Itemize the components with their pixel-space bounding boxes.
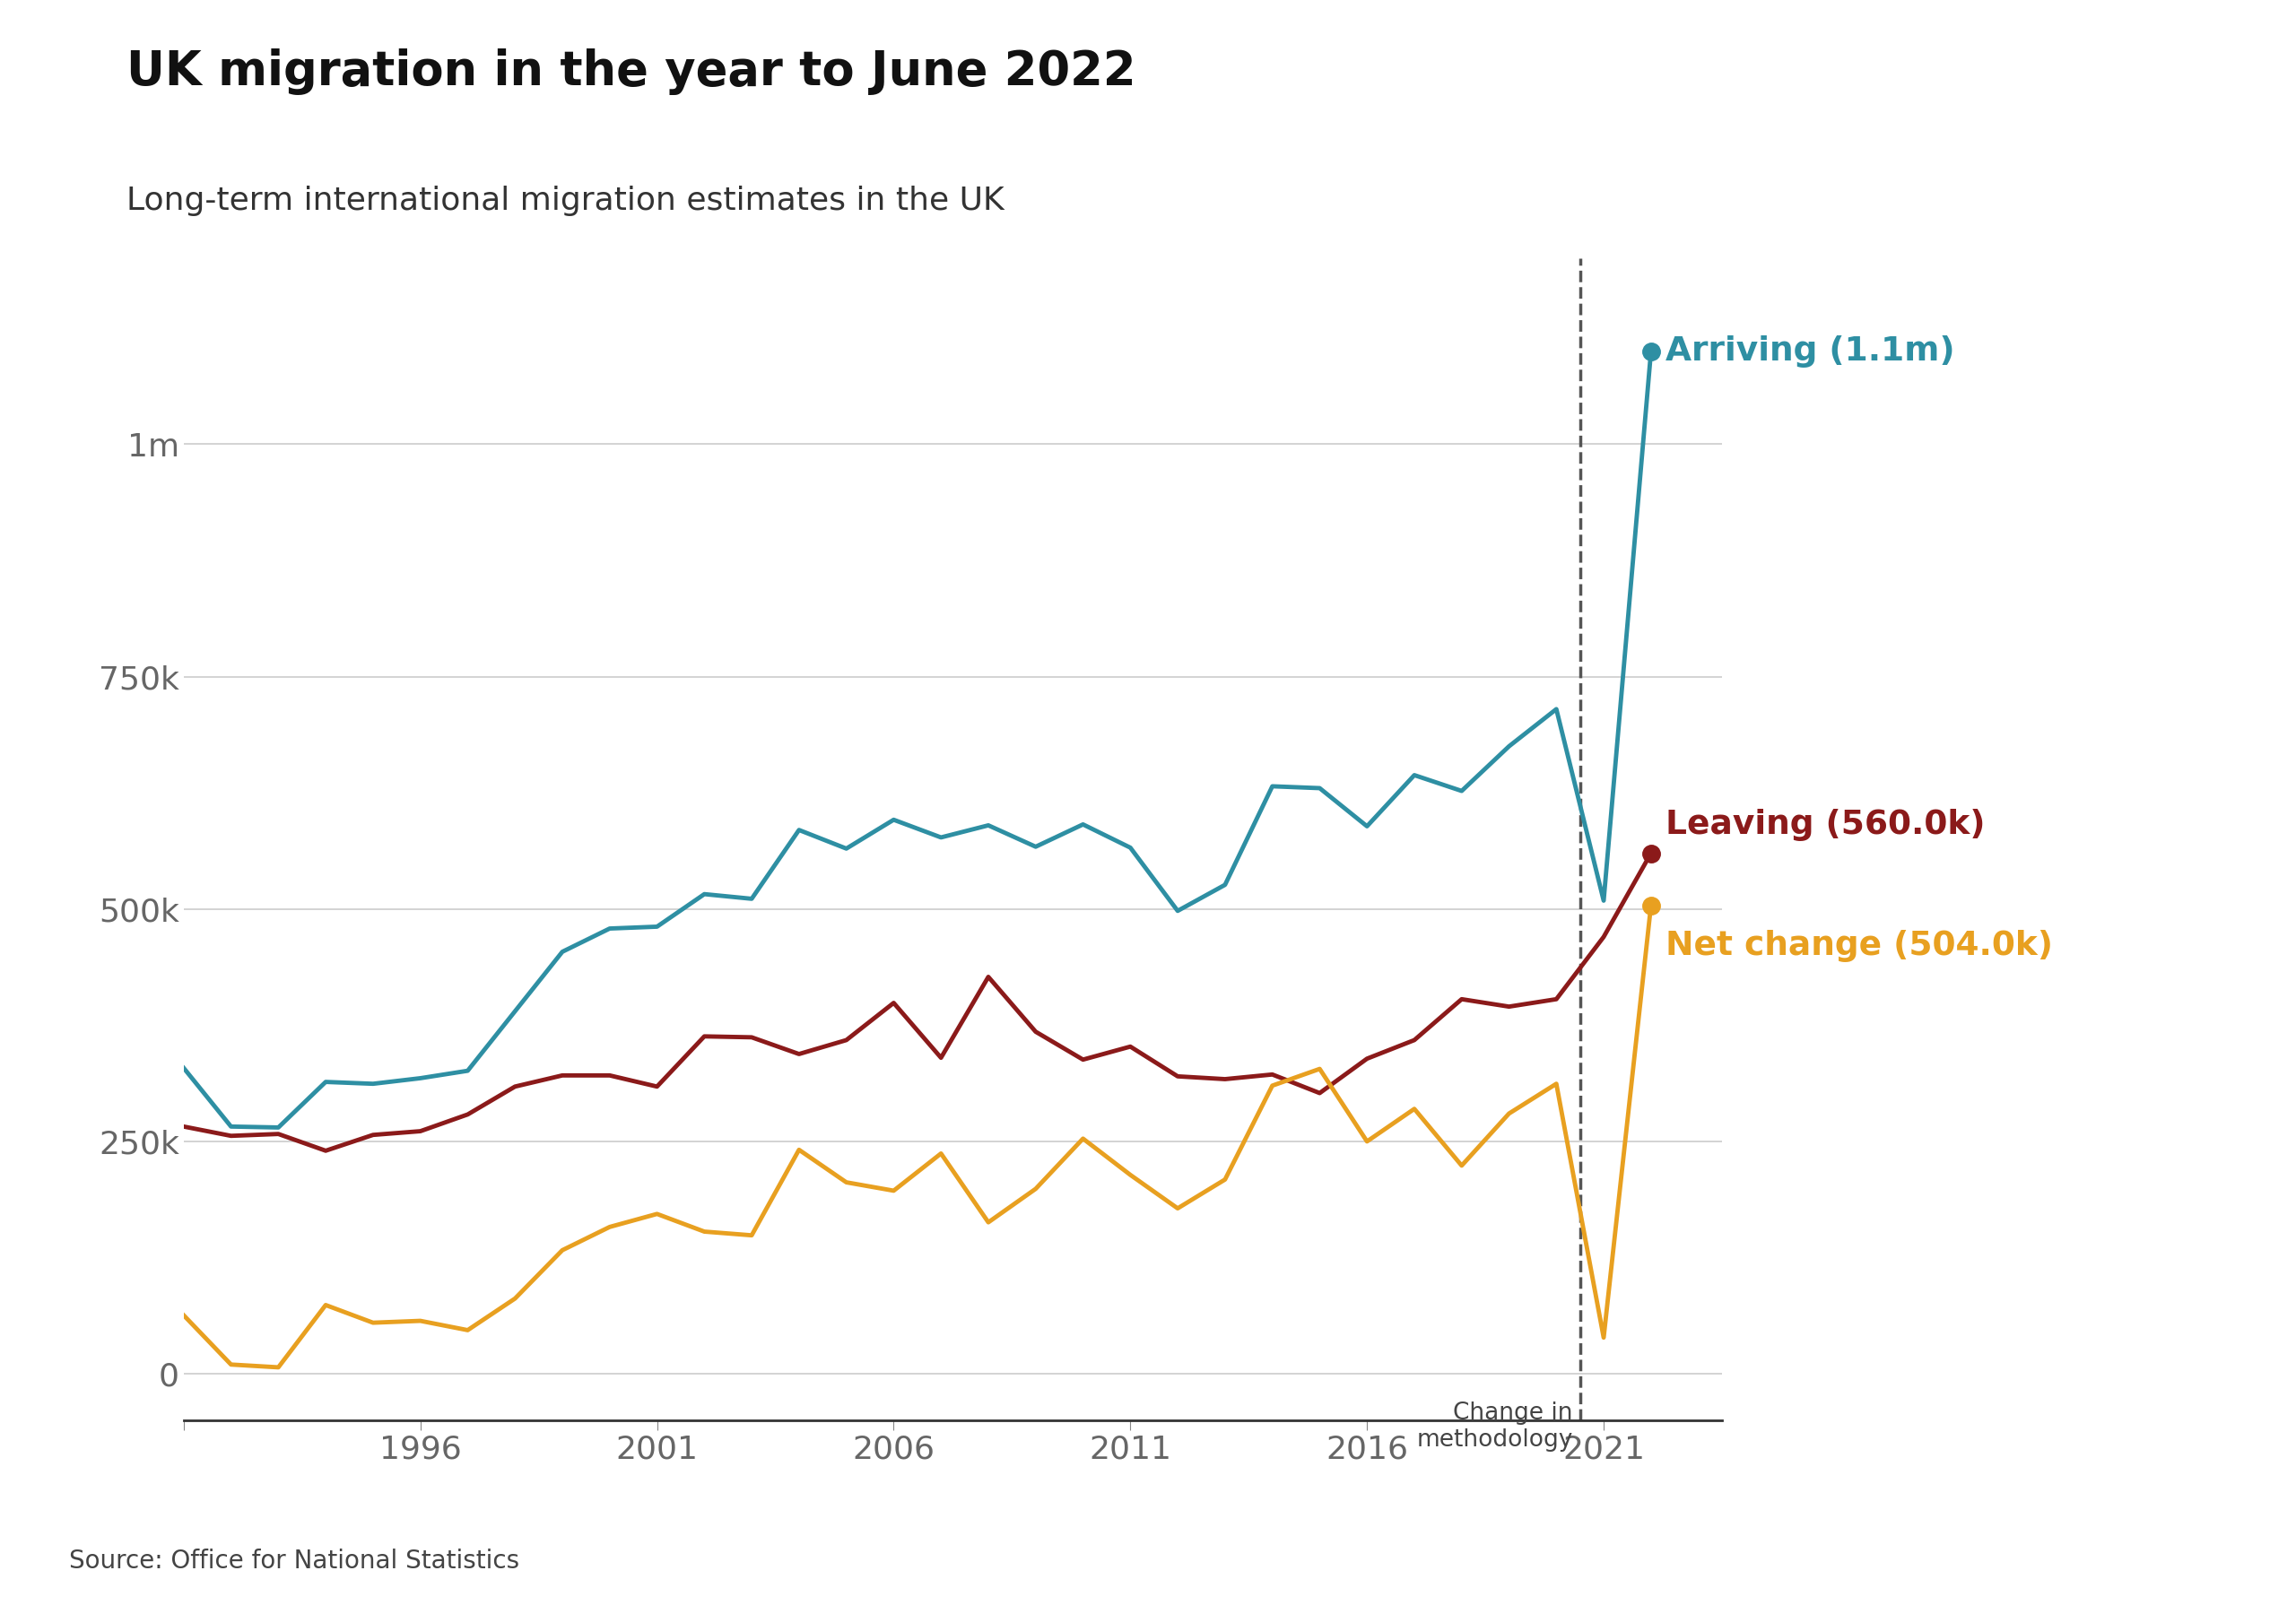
- Text: Change in
methodology: Change in methodology: [1417, 1401, 1573, 1453]
- Text: Net change (504.0k): Net change (504.0k): [1665, 930, 2053, 962]
- Text: Arriving (1.1m): Arriving (1.1m): [1665, 336, 1954, 368]
- Text: BBC: BBC: [2101, 1543, 2170, 1572]
- Text: Leaving (560.0k): Leaving (560.0k): [1665, 809, 1986, 841]
- Text: Long-term international migration estimates in the UK: Long-term international migration estima…: [126, 186, 1003, 216]
- Text: Source: Office for National Statistics: Source: Office for National Statistics: [69, 1548, 519, 1574]
- Text: UK migration in the year to June 2022: UK migration in the year to June 2022: [126, 48, 1137, 95]
